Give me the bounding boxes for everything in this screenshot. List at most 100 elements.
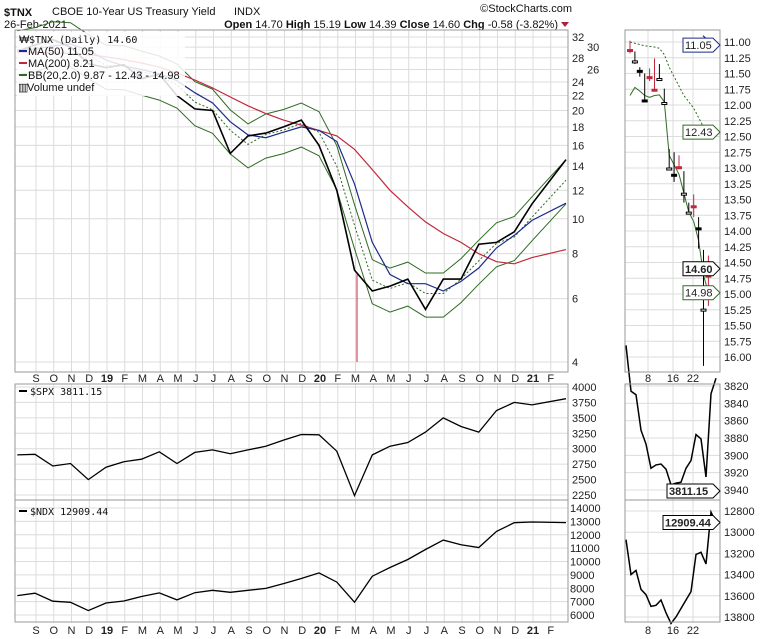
x-tick-label: J bbox=[406, 373, 412, 385]
x-tick-label: A bbox=[228, 625, 236, 637]
x-tick-label: J bbox=[193, 373, 199, 385]
y-tick-label: 24 bbox=[572, 77, 584, 89]
y-tick-label: 8000 bbox=[570, 583, 594, 595]
ndx-zoom-line bbox=[625, 509, 717, 625]
y-tick-label: 3900 bbox=[724, 450, 748, 462]
candle-body bbox=[661, 101, 668, 105]
x-tick-label: J bbox=[406, 625, 412, 637]
y-tick-label: 11.00 bbox=[724, 37, 751, 49]
ma50-value: 11.05 bbox=[685, 40, 712, 52]
tnx-panel bbox=[14, 29, 569, 373]
y-tick-label: 4000 bbox=[572, 382, 596, 394]
x-tick-label: O bbox=[262, 625, 271, 637]
bb-lower-line bbox=[17, 65, 567, 318]
y-tick-label: 13400 bbox=[724, 570, 755, 582]
y-tick-label: 9000 bbox=[570, 570, 594, 582]
y-tick-label: 2750 bbox=[572, 459, 596, 471]
x-tick-label: O bbox=[49, 625, 58, 637]
x-tick-label: A bbox=[441, 625, 449, 637]
y-tick-label: 3840 bbox=[724, 398, 748, 410]
watermark: ©StockCharts.com bbox=[480, 3, 572, 15]
x-tick-label: 19 bbox=[101, 625, 113, 637]
y-tick-label: 4 bbox=[572, 357, 578, 369]
bb-upper-value-tag bbox=[682, 285, 721, 301]
x-tick-label: D bbox=[298, 373, 306, 385]
y-tick-label: 26 bbox=[587, 64, 599, 76]
x-tick-label: D bbox=[298, 625, 306, 637]
y-tick-label: 6000 bbox=[570, 610, 594, 622]
y-tick-label: 3860 bbox=[724, 416, 748, 428]
y-tick-label: 12.00 bbox=[724, 100, 752, 112]
legend-ma50: MA(50) 11.05 bbox=[28, 46, 94, 58]
close-value: 14.60 bbox=[685, 264, 713, 276]
y-tick-label: 13600 bbox=[724, 591, 755, 603]
y-tick-label: 3820 bbox=[724, 381, 748, 393]
x-tick-label: M bbox=[351, 373, 360, 385]
x-tick-label: 8 bbox=[645, 625, 651, 637]
candle-body bbox=[695, 227, 702, 231]
tnx-zoom-panel bbox=[624, 29, 721, 373]
x-tick-label: S bbox=[32, 373, 39, 385]
candle-body bbox=[676, 166, 682, 170]
x-tick-label: S bbox=[245, 373, 252, 385]
x-tick-label: D bbox=[511, 373, 519, 385]
candle-body bbox=[627, 49, 633, 53]
x-tick-label: N bbox=[68, 625, 76, 637]
candle-body bbox=[685, 211, 692, 215]
x-tick-label: F bbox=[121, 373, 128, 385]
y-tick-label: 8 bbox=[572, 249, 578, 261]
y-tick-label: 13.00 bbox=[724, 163, 752, 175]
y-tick-label: 11.25 bbox=[724, 53, 751, 65]
x-tick-label: 16 bbox=[667, 373, 679, 385]
legend-spx: $SPX 3811.15 bbox=[30, 387, 102, 398]
spx-last-value: 3811.15 bbox=[669, 486, 708, 498]
y-tick-label: 13000 bbox=[570, 516, 601, 528]
candle-body bbox=[641, 99, 648, 103]
y-tick-label: 12.25 bbox=[724, 116, 752, 128]
y-tick-label: 15.25 bbox=[724, 305, 752, 317]
candle-body bbox=[680, 192, 687, 196]
candle-body bbox=[631, 60, 638, 64]
x-tick-label: 20 bbox=[314, 625, 326, 637]
x-tick-label: 16 bbox=[667, 625, 679, 637]
y-tick-label: 3940 bbox=[724, 485, 748, 497]
open-label: Open bbox=[224, 19, 252, 31]
y-tick-label: 28 bbox=[572, 53, 584, 65]
high-value: 15.19 bbox=[313, 19, 341, 31]
chg-label: Chg bbox=[463, 19, 484, 31]
spx-last-value-tag bbox=[666, 483, 721, 499]
low-label: Low bbox=[344, 19, 366, 31]
y-tick-label: 18 bbox=[572, 122, 584, 134]
legend-bb: BB(20,2.0) 9.87 - 12.43 - 14.98 bbox=[28, 70, 180, 82]
x-tick-label: N bbox=[281, 625, 289, 637]
zoom-bb-middle-line bbox=[629, 41, 709, 133]
x-tick-label: N bbox=[494, 625, 502, 637]
x-tick-label: A bbox=[441, 373, 449, 385]
x-tick-label: O bbox=[49, 373, 58, 385]
y-tick-label: 12 bbox=[572, 185, 584, 197]
candle-body bbox=[690, 205, 697, 209]
x-tick-label: F bbox=[334, 625, 341, 637]
y-tick-label: 13.25 bbox=[724, 179, 752, 191]
y-tick-label: 13.50 bbox=[724, 195, 752, 207]
x-tick-label: F bbox=[334, 373, 341, 385]
spx-line bbox=[17, 398, 567, 498]
candle-icon: ₩ bbox=[19, 34, 30, 46]
y-tick-label: 30 bbox=[587, 42, 599, 54]
legend-ndx: $NDX 12909.44 bbox=[30, 507, 108, 518]
y-tick-label: 22 bbox=[572, 91, 584, 103]
y-tick-label: 3750 bbox=[572, 397, 596, 409]
y-tick-label: 13800 bbox=[724, 612, 755, 624]
x-tick-label: S bbox=[458, 373, 465, 385]
x-tick-label: F bbox=[121, 625, 128, 637]
x-tick-label: J bbox=[193, 625, 199, 637]
low-value: 14.39 bbox=[369, 19, 397, 31]
x-tick-label: M bbox=[386, 625, 395, 637]
bb-upper-value: 14.98 bbox=[685, 288, 713, 300]
y-tick-label: 14.50 bbox=[724, 258, 752, 270]
y-tick-label: 14.25 bbox=[724, 242, 752, 254]
x-tick-label: F bbox=[547, 373, 554, 385]
y-tick-label: 10 bbox=[572, 214, 584, 226]
x-tick-label: J bbox=[424, 625, 430, 637]
bb-mid-value-tag bbox=[682, 124, 721, 140]
